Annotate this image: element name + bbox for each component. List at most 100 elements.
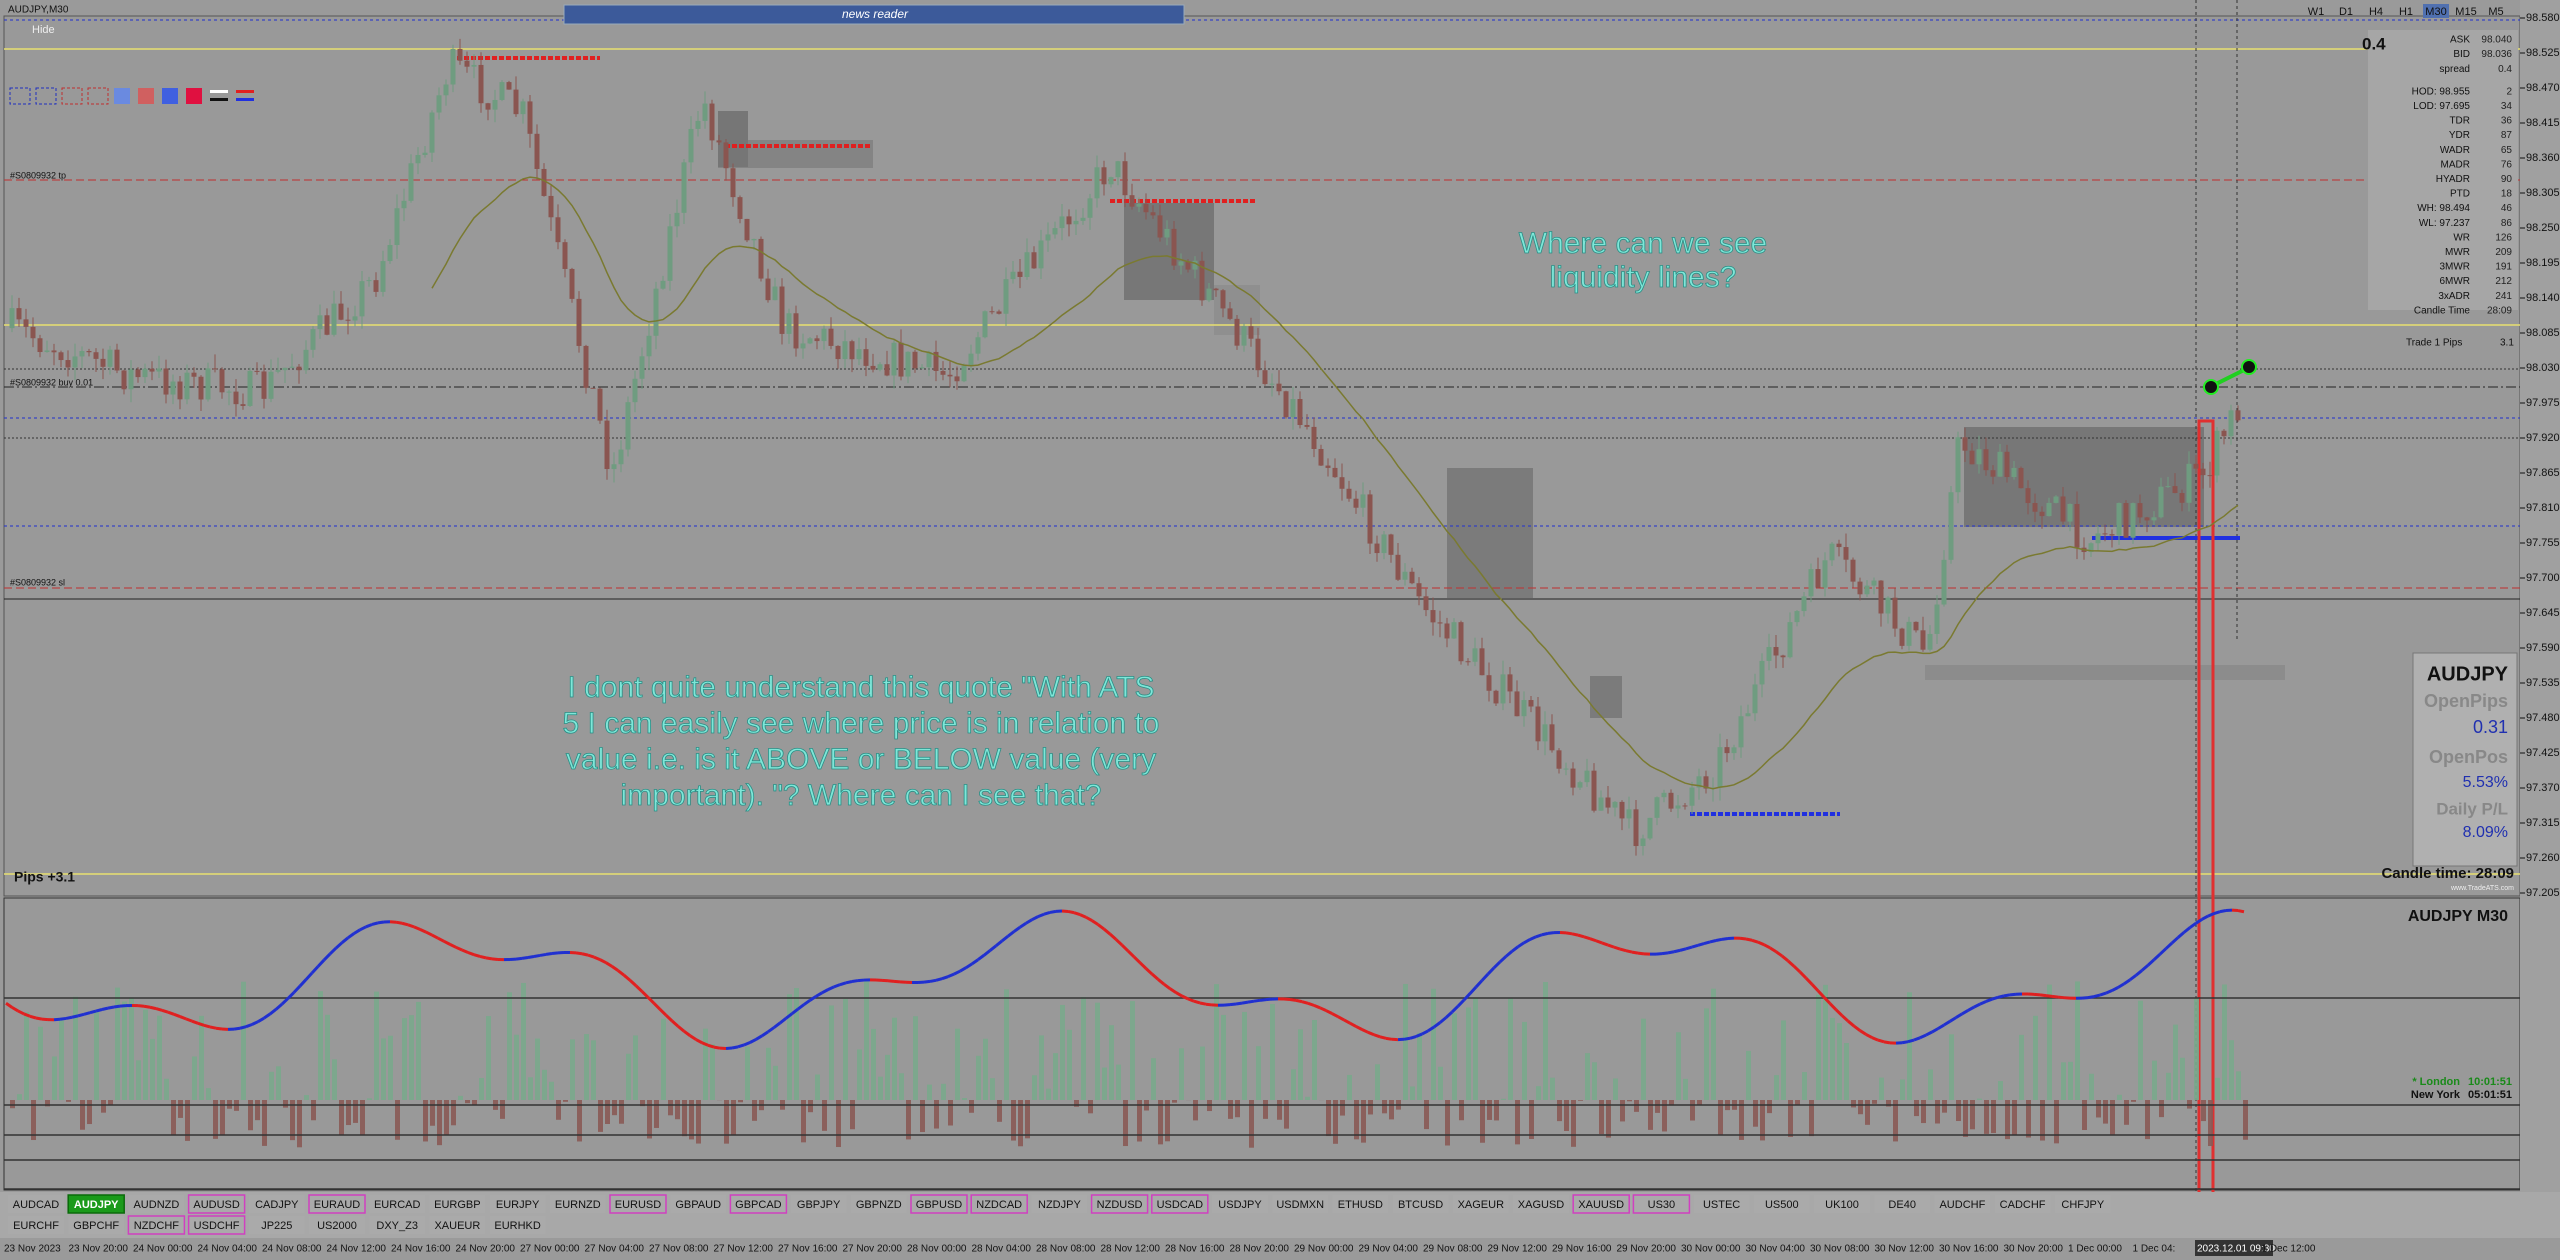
candle xyxy=(100,358,106,367)
oscillator xyxy=(731,1045,739,1050)
symbol-button[interactable] xyxy=(187,1194,246,1214)
volume-bar xyxy=(1361,1100,1366,1143)
panel-open-pips: 0.31 xyxy=(2473,717,2508,737)
oscillator xyxy=(1025,918,1033,925)
symbol-button[interactable] xyxy=(187,1215,246,1235)
timeframe-button[interactable]: W1 xyxy=(2308,6,2325,18)
candle xyxy=(1920,630,1926,650)
symbol-button[interactable] xyxy=(369,1195,426,1213)
volume-bar xyxy=(2138,1000,2143,1100)
oscillator xyxy=(1067,909,1075,915)
symbol-button[interactable] xyxy=(8,1216,64,1234)
symbol-button[interactable] xyxy=(1994,1195,2051,1213)
timeframe-button[interactable]: M15 xyxy=(2455,6,2476,18)
symbol-button[interactable] xyxy=(1693,1195,1750,1213)
symbol-button[interactable] xyxy=(910,1194,968,1214)
candle xyxy=(842,341,848,360)
oscillator xyxy=(197,1021,205,1027)
symbol-button[interactable] xyxy=(1632,1194,1691,1214)
volume-bar xyxy=(682,1100,687,1137)
symbol-button[interactable] xyxy=(127,1215,186,1235)
volume-bar xyxy=(52,1056,57,1100)
oscillator xyxy=(628,979,638,987)
info-value: 90 xyxy=(2501,174,2513,185)
info-value: 126 xyxy=(2495,232,2512,243)
volume-bar xyxy=(1921,1100,1926,1124)
symbol-button[interactable] xyxy=(309,1216,365,1234)
oscillator xyxy=(1792,965,1802,974)
volume-bar xyxy=(1970,1100,1975,1130)
oscillator xyxy=(533,953,541,958)
symbol-button[interactable] xyxy=(429,1195,486,1213)
oscillator xyxy=(1421,1029,1429,1036)
symbol-button[interactable] xyxy=(549,1195,606,1213)
symbol-button[interactable] xyxy=(1874,1195,1931,1213)
annotation: 5 I can easily see where price is in rel… xyxy=(563,707,1160,740)
volume-bar xyxy=(178,1100,183,1118)
symbol-button[interactable] xyxy=(1572,1194,1630,1214)
symbol-button[interactable] xyxy=(1452,1195,1509,1213)
symbol-button[interactable] xyxy=(670,1195,727,1213)
symbol-button[interactable] xyxy=(68,1216,125,1234)
symbol-button[interactable] xyxy=(850,1195,907,1213)
level-label: #S0809932 sl xyxy=(10,577,65,587)
oscillator xyxy=(341,936,349,944)
symbol-button[interactable] xyxy=(1090,1194,1149,1214)
time-label: 1 Dec 04: xyxy=(2133,1244,2176,1255)
timeframe-button[interactable]: M30 xyxy=(2425,6,2446,18)
candle xyxy=(1346,488,1352,499)
volume-bar xyxy=(38,1026,43,1100)
symbol-label: CHFJPY xyxy=(2061,1199,2104,1211)
symbol-button[interactable] xyxy=(308,1194,366,1214)
symbol-button[interactable] xyxy=(609,1194,667,1214)
symbol-button[interactable] xyxy=(970,1194,1028,1214)
symbol-button[interactable] xyxy=(1392,1195,1449,1213)
volume-bar xyxy=(1697,1100,1702,1106)
symbol-button[interactable] xyxy=(1332,1195,1389,1213)
oscillator xyxy=(1343,1018,1351,1025)
candle xyxy=(373,280,379,292)
symbol-button[interactable] xyxy=(67,1194,125,1214)
candle xyxy=(1878,580,1884,614)
volume-bar xyxy=(1151,1058,1156,1100)
volume-bar xyxy=(367,1098,372,1100)
symbol-button[interactable] xyxy=(1031,1195,1088,1213)
symbol-button[interactable] xyxy=(729,1194,788,1214)
timeframe-button[interactable]: H1 xyxy=(2399,6,2413,18)
timeframe-button[interactable]: H4 xyxy=(2369,6,2383,18)
symbol-button[interactable] xyxy=(489,1195,546,1213)
oscillator xyxy=(1631,950,1639,955)
candle xyxy=(1717,747,1723,788)
candle xyxy=(2151,517,2157,521)
symbol-button[interactable] xyxy=(248,1216,305,1234)
timeframe-button[interactable]: M5 xyxy=(2488,6,2503,18)
symbol-button[interactable] xyxy=(128,1195,185,1213)
volume-bar xyxy=(941,1083,946,1100)
info-big: 0.4 xyxy=(2362,34,2386,53)
symbol-button[interactable] xyxy=(489,1216,546,1234)
symbol-button[interactable] xyxy=(1272,1195,1329,1213)
symbol-button[interactable] xyxy=(2054,1195,2111,1213)
candle xyxy=(1885,597,1891,614)
volume-bar xyxy=(1718,1100,1723,1135)
volume-bar xyxy=(374,991,379,1100)
symbol-button[interactable] xyxy=(248,1195,305,1213)
news-reader-bar[interactable] xyxy=(563,4,1185,25)
symbol-button[interactable] xyxy=(1814,1195,1870,1213)
symbol-button[interactable] xyxy=(790,1195,847,1213)
symbol-button[interactable] xyxy=(1212,1195,1268,1213)
symbol-button[interactable] xyxy=(369,1216,426,1234)
symbol-button[interactable] xyxy=(1513,1195,1569,1213)
volume-bar xyxy=(108,1100,113,1105)
volume-bar xyxy=(73,996,78,1100)
hide-button[interactable]: Hide xyxy=(32,24,55,36)
symbol-button[interactable] xyxy=(1934,1195,1991,1213)
symbol-button[interactable] xyxy=(1151,1194,1209,1214)
timeframe-button[interactable]: D1 xyxy=(2339,6,2353,18)
candle xyxy=(170,381,176,395)
symbol-button[interactable] xyxy=(1753,1195,1810,1213)
symbol-button[interactable] xyxy=(429,1216,486,1234)
swatch xyxy=(236,98,254,101)
symbol-button[interactable] xyxy=(8,1195,64,1213)
oscillator xyxy=(1409,1035,1417,1040)
